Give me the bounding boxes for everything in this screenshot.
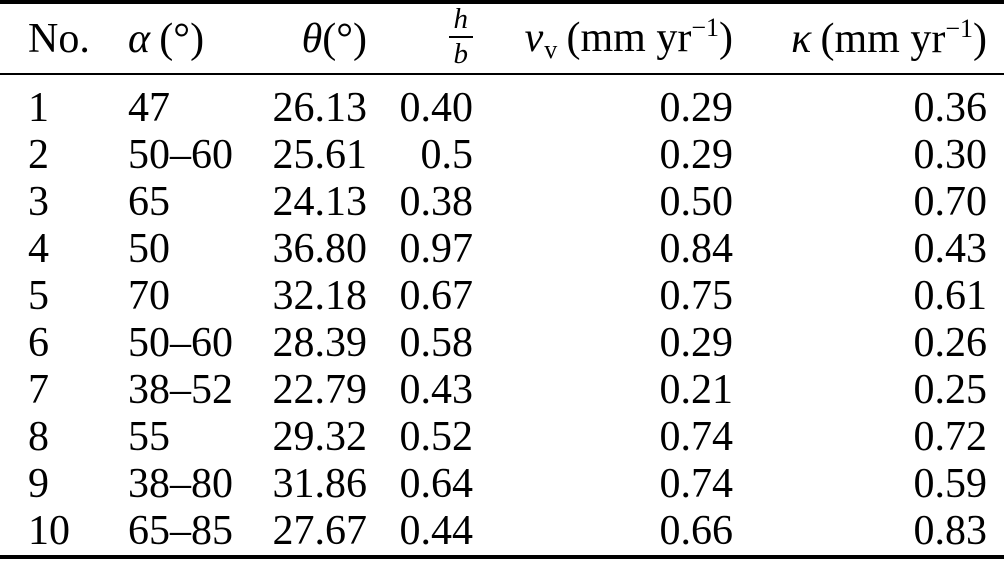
kappa-unit-open: (mm yr <box>820 16 946 62</box>
cell-alpha: 55 <box>128 414 170 460</box>
cell-no: 7 <box>28 367 49 413</box>
cell-kappa: 0.36 <box>913 85 988 131</box>
table-body: 1 47 26.13 0.40 0.29 0.36 2 50–60 25.61 … <box>0 74 1004 557</box>
cell-theta: 22.79 <box>272 367 368 413</box>
cell-alpha: 50 <box>128 226 170 272</box>
cell-vv: 0.21 <box>659 367 734 413</box>
cell-hb: 0.43 <box>399 367 474 413</box>
cell-kappa: 0.25 <box>913 367 988 413</box>
cell-alpha: 38–52 <box>128 367 233 413</box>
cell-no: 1 <box>28 85 49 131</box>
cell-vv: 0.74 <box>659 414 734 460</box>
fraction-numerator: h <box>448 3 473 38</box>
table-row: 9 38–80 31.86 0.64 0.74 0.59 <box>0 461 1004 508</box>
cell-hb: 0.67 <box>399 273 474 319</box>
cell-no: 4 <box>28 226 49 272</box>
col-header-theta: θ(°) <box>270 2 367 75</box>
cell-hb: 0.97 <box>399 226 474 272</box>
cell-vv: 0.29 <box>659 320 734 366</box>
cell-kappa: 0.59 <box>913 461 988 507</box>
cell-alpha: 38–80 <box>128 461 233 507</box>
cell-alpha: 47 <box>128 85 170 131</box>
cell-theta: 26.13 <box>272 85 368 131</box>
cell-hb: 0.5 <box>420 132 474 178</box>
cell-vv: 0.29 <box>659 85 734 131</box>
cell-theta: 29.32 <box>272 414 368 460</box>
cell-no: 3 <box>28 179 49 225</box>
table-row: 10 65–85 27.67 0.44 0.66 0.83 <box>0 508 1004 557</box>
alpha-symbol: α <box>128 15 151 62</box>
col-header-no: No. <box>0 2 118 75</box>
cell-hb: 0.64 <box>399 461 474 507</box>
vv-symbol: v <box>524 14 544 61</box>
table-row: 1 47 26.13 0.40 0.29 0.36 <box>0 74 1004 132</box>
cell-theta: 27.67 <box>272 508 368 554</box>
vv-unit-close: ) <box>719 14 733 61</box>
cell-vv: 0.75 <box>659 273 734 319</box>
table-row: 6 50–60 28.39 0.58 0.29 0.26 <box>0 320 1004 367</box>
cell-hb: 0.44 <box>399 508 474 554</box>
cell-alpha: 50–60 <box>128 320 233 366</box>
cell-vv: 0.50 <box>659 179 734 225</box>
cell-kappa: 0.72 <box>913 414 988 460</box>
cell-theta: 31.86 <box>272 461 368 507</box>
col-header-vv: vv (mm yr−1) <box>473 2 733 75</box>
cell-vv: 0.66 <box>659 508 734 554</box>
cell-hb: 0.38 <box>399 179 474 225</box>
vv-unit-open: (mm yr <box>566 14 692 61</box>
cell-theta: 32.18 <box>272 273 368 319</box>
cell-theta: 36.80 <box>272 226 368 272</box>
cell-vv: 0.84 <box>659 226 734 272</box>
table-row: 3 65 24.13 0.38 0.50 0.70 <box>0 179 1004 226</box>
cell-theta: 24.13 <box>272 179 368 225</box>
cell-vv: 0.29 <box>659 132 734 178</box>
cell-no: 8 <box>28 414 49 460</box>
cell-hb: 0.58 <box>399 320 474 366</box>
kappa-unit-close: ) <box>973 16 987 62</box>
table-row: 5 70 32.18 0.67 0.75 0.61 <box>0 273 1004 320</box>
cell-theta: 25.61 <box>272 132 368 178</box>
cell-kappa: 0.26 <box>913 320 988 366</box>
cell-kappa: 0.70 <box>913 179 988 225</box>
cell-vv: 0.74 <box>659 461 734 507</box>
kappa-unit-exponent: −1 <box>945 14 973 43</box>
kappa-symbol: κ <box>791 16 812 62</box>
theta-unit: (°) <box>322 15 367 62</box>
cell-hb: 0.40 <box>399 85 474 131</box>
cell-kappa: 0.30 <box>913 132 988 178</box>
table-row: 7 38–52 22.79 0.43 0.21 0.25 <box>0 367 1004 414</box>
cell-no: 10 <box>28 508 70 554</box>
table-row: 4 50 36.80 0.97 0.84 0.43 <box>0 226 1004 273</box>
cell-kappa: 0.61 <box>913 273 988 319</box>
col-header-kappa: κ (mm yr−1) <box>733 2 1004 75</box>
cell-hb: 0.52 <box>399 414 474 460</box>
table-row: 8 55 29.32 0.52 0.74 0.72 <box>0 414 1004 461</box>
cell-theta: 28.39 <box>272 320 368 366</box>
no-label: No. <box>28 15 90 62</box>
cell-no: 2 <box>28 132 49 178</box>
cell-no: 6 <box>28 320 49 366</box>
vv-unit-exponent: −1 <box>691 12 719 42</box>
theta-symbol: θ <box>301 15 323 62</box>
table-row: 2 50–60 25.61 0.5 0.29 0.30 <box>0 132 1004 179</box>
cell-alpha: 65–85 <box>128 508 233 554</box>
cell-alpha: 65 <box>128 179 170 225</box>
fraction-denominator: b <box>453 38 469 70</box>
col-header-alpha: α (°) <box>118 2 270 75</box>
cell-no: 9 <box>28 461 49 507</box>
cell-alpha: 50–60 <box>128 132 233 178</box>
alpha-unit: (°) <box>159 15 205 62</box>
cell-alpha: 70 <box>128 273 170 319</box>
cell-kappa: 0.43 <box>913 226 988 272</box>
vv-subscript: v <box>544 34 558 64</box>
cell-kappa: 0.83 <box>913 508 988 554</box>
cell-no: 5 <box>28 273 49 319</box>
